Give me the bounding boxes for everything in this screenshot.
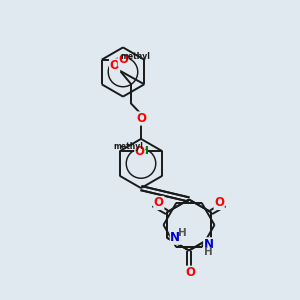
Text: H: H	[178, 228, 187, 238]
Text: N: N	[204, 238, 214, 251]
Text: Cl: Cl	[138, 146, 150, 156]
Text: O: O	[135, 145, 145, 158]
Text: O: O	[110, 59, 120, 72]
Text: N: N	[170, 231, 180, 244]
Text: O: O	[214, 196, 224, 209]
Text: O: O	[136, 112, 146, 125]
Text: O: O	[118, 53, 128, 66]
Text: methyl: methyl	[120, 52, 150, 61]
Text: O: O	[185, 266, 196, 279]
Text: methyl: methyl	[114, 142, 144, 151]
Text: H: H	[204, 247, 213, 257]
Text: O: O	[154, 196, 164, 209]
